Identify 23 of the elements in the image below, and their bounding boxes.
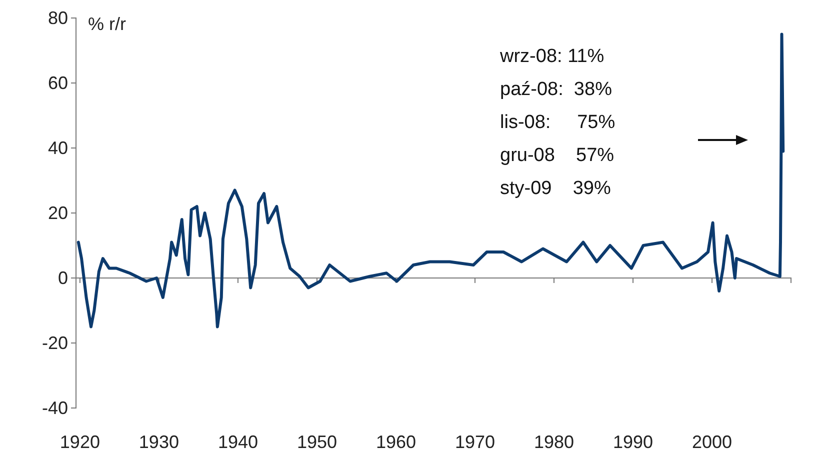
- annotation: lis-08: 75%: [500, 112, 616, 133]
- y-tick-label: 60: [48, 72, 68, 93]
- y-tick-label: 80: [48, 8, 68, 28]
- x-tick-label: 1930: [138, 432, 179, 452]
- x-tick-label: 1940: [218, 432, 258, 452]
- annotation: wrz-08: 11%: [499, 46, 604, 67]
- y-tick-label: 40: [48, 138, 68, 158]
- x-tick-label: 1920: [60, 432, 100, 452]
- y-tick-label: 0: [58, 268, 68, 288]
- x-tick-label: 1950: [296, 432, 337, 452]
- x-tick-label: 1960: [376, 432, 416, 452]
- x-tick-label: 1980: [534, 432, 574, 452]
- x-tick-label: 1970: [454, 432, 495, 452]
- annotation: sty-09 39%: [500, 178, 611, 199]
- annotation: gru-08 57%: [500, 145, 614, 166]
- line-series: [76, 32, 785, 328]
- x-tick-label: 1990: [612, 432, 654, 452]
- y-axis-title: % r/r: [88, 14, 126, 34]
- y-tick-label: -40: [42, 398, 68, 418]
- annotation: paź-08: 38%: [500, 79, 612, 100]
- x-tick-label: 2000: [692, 432, 732, 452]
- y-tick-label: 20: [48, 202, 68, 223]
- y-tick-label: -20: [42, 332, 68, 353]
